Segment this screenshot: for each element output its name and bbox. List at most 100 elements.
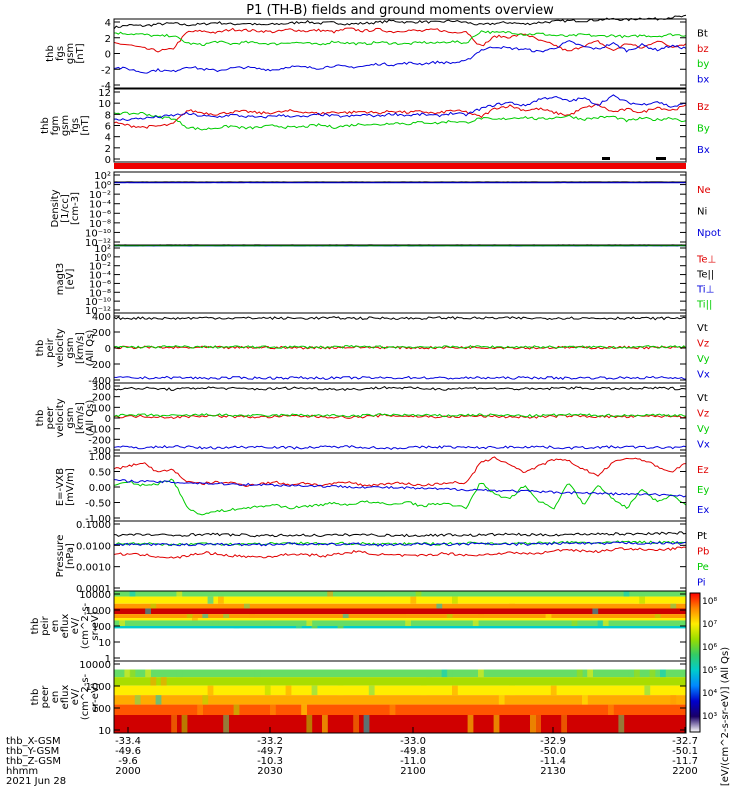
spectrogram-streak — [436, 603, 443, 609]
spectrogram-streak — [337, 685, 344, 696]
spectrogram-streak — [587, 669, 593, 678]
spectrogram-band — [114, 591, 686, 597]
ytick-label: -200 — [88, 435, 111, 446]
spectrogram-streak — [478, 614, 484, 619]
ytick-label: 10000 — [79, 590, 111, 601]
ytick-label: 100 — [92, 622, 111, 633]
ytick-label: -1.00 — [85, 514, 111, 525]
legend-fgm-Bz: Bz — [697, 102, 709, 113]
legend-temperature-Ti||: Ti|| — [696, 300, 712, 311]
ytick-label: 10⁻¹² — [85, 238, 111, 249]
series-line-pressure-Pi — [113, 541, 687, 547]
spectrogram-streak — [176, 591, 183, 597]
ylabel-line: [nT] — [75, 43, 86, 63]
xaxis-value: -50.1 — [672, 746, 698, 757]
ylabel-line: thb — [35, 410, 46, 427]
legend-peer_velocity-Vz: Vz — [697, 408, 709, 419]
ylabel-line: thb — [45, 45, 56, 62]
xaxis-value: 2000 — [115, 766, 140, 777]
spectrogram-band — [114, 618, 686, 621]
spectrogram-streak — [670, 695, 677, 705]
spectrogram-streak — [244, 603, 250, 609]
ytick-label: 8 — [105, 110, 111, 121]
ytick-label: 4 — [105, 133, 111, 144]
panel-efield: Ez Ey Ex 1.00 0.50 0.00 -0.50 -1.00 E=-VXB [mV/m] — [55, 452, 709, 525]
ylabel-line: gsm — [65, 407, 76, 428]
spectrogram-streak — [405, 620, 411, 626]
spectrogram-streak — [509, 603, 515, 609]
ytick-label: 1 — [105, 654, 111, 665]
ytick-label: 10² — [94, 244, 111, 255]
spectrogram-streak — [134, 695, 141, 705]
spectrogram-streak — [379, 591, 385, 597]
legend-density-Ne: Ne — [697, 185, 711, 196]
spectrogram-streak — [207, 685, 214, 696]
xaxis-value: -49.8 — [400, 746, 426, 757]
spectrogram-streak — [145, 608, 151, 615]
ytick-label: 10⁻⁶ — [89, 279, 111, 290]
ytick-label: 1.00 — [89, 452, 111, 463]
ylabel-line: gsm — [65, 43, 76, 64]
legend-density-Ni: Ni — [697, 207, 707, 218]
spectrogram-streak — [654, 614, 661, 619]
colorbar-label: [eV/(cm^2-s-sr-eV)] (All Qs) — [720, 647, 731, 786]
ytick-label: 400 — [92, 312, 111, 323]
ytick-label: 1000 — [86, 682, 111, 693]
series-line-efield-Ex — [113, 479, 687, 498]
spectrogram-band — [114, 704, 686, 715]
ylabel-line: sr-eV) — [90, 682, 101, 711]
spectrogram-streak — [223, 715, 229, 733]
legend-pressure-Pe: Pe — [697, 562, 709, 573]
spectrogram-streak — [264, 685, 271, 696]
spectrogram-streak — [634, 669, 640, 678]
ytick-label: 0.00 — [89, 483, 111, 494]
xaxis-value: -9.6 — [118, 756, 138, 767]
legend-density-Npot: Npot — [697, 228, 721, 239]
panel-frame — [113, 18, 687, 89]
legend-peir_velocity-Vz: Vz — [697, 338, 709, 349]
spectrogram-streak — [582, 695, 588, 705]
panel-fgs: Bt bz by bx 4 2 0 -2 -4 thb fgs gsm [nT] — [45, 14, 709, 92]
spectrogram-streak — [535, 715, 541, 733]
legend-temperature-Ti⊥: Ti⊥ — [696, 285, 714, 296]
xaxis-value: -49.6 — [115, 746, 141, 757]
spectrogram-streak — [415, 591, 422, 597]
ytick-label: 0.50 — [89, 468, 111, 479]
ylabel-line: en — [50, 620, 61, 633]
ytick-label: 10⁻² — [89, 190, 111, 201]
xaxis-value: 2100 — [400, 766, 425, 777]
xaxis-value: -33.4 — [115, 736, 141, 747]
series-line-fgs-by — [114, 30, 687, 47]
series-line-peir_velocity-Vx — [113, 375, 687, 380]
spectrogram-streak — [452, 685, 458, 696]
legend-peir_velocity-Vy: Vy — [697, 354, 710, 365]
ylabel-line: peir — [45, 337, 56, 357]
ytick-label: -300 — [88, 446, 111, 457]
spectrogram-streak — [634, 596, 640, 604]
ytick-label: 0 — [105, 50, 111, 61]
legend-temperature-Te||: Te|| — [696, 270, 714, 281]
ylabel-line: velocity — [55, 328, 66, 367]
ylabel-line: [km/s] — [75, 402, 86, 434]
xaxis-value: -11.7 — [672, 756, 698, 767]
ytick-label: 10⁻⁴ — [89, 271, 111, 282]
spectrogram-streak — [649, 669, 656, 678]
ylabel-line: [eV] — [65, 269, 76, 290]
ylabel-line: [nT] — [80, 115, 91, 135]
spectrogram-streak — [446, 614, 453, 619]
spectrogram-streak — [306, 620, 313, 626]
colorbar-tick: 10⁶ — [702, 643, 717, 653]
panel-peir_velocity: Vt Vz Vy Vx 400 200 0 -200 -400 thb peir velocity gs… — [35, 312, 710, 387]
xaxis-value: 2200 — [672, 766, 697, 777]
legend-fgs-bx: bx — [697, 74, 709, 85]
legend-peer_velocity-Vt: Vt — [697, 393, 708, 404]
series-line-efield-Ez — [113, 456, 687, 488]
ylabel-line: peir — [40, 615, 51, 635]
spectrogram-streak — [124, 669, 131, 678]
spectrogram-streak — [597, 620, 604, 626]
spectrogram-streak — [576, 669, 583, 678]
spectrogram-streak — [296, 626, 302, 629]
xaxis-row-label: thb_Z-GSM — [6, 756, 61, 767]
spectrogram-band — [114, 626, 686, 629]
